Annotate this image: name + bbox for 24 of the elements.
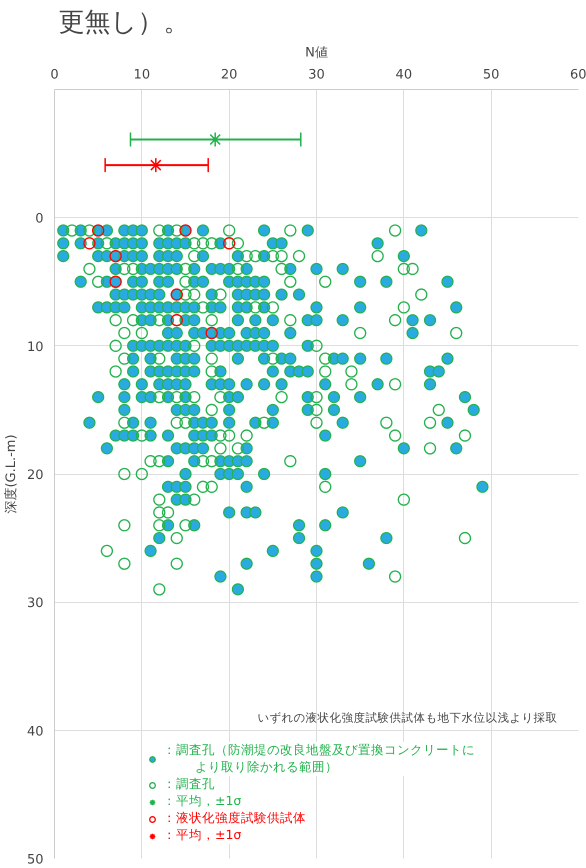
legend-label: ：平均，±1σ xyxy=(163,827,242,844)
x-tick-label: 60 xyxy=(570,68,586,82)
y-tick-label: 30 xyxy=(26,596,44,612)
x-tick-label: 10 xyxy=(134,68,150,82)
legend-label: ：平均，±1σ xyxy=(163,793,242,810)
legend-label: ：調査孔（防潮堤の改良地盤及び置換コンクリートにより取り除かれる範囲） xyxy=(163,742,475,776)
x-tick-label: 50 xyxy=(482,68,500,82)
x-tick-label: 30 xyxy=(308,68,325,82)
legend-label: ：液状化強度試験供試体 xyxy=(163,810,306,827)
y-tick-label: 50 xyxy=(26,852,44,868)
annotation: いずれの液状化強度試験供試体も地下水位以浅より採取 xyxy=(258,710,558,724)
x-tick-label: 40 xyxy=(396,68,412,82)
y-tick-label: 10 xyxy=(26,340,44,355)
point xyxy=(148,157,164,173)
legend-label: ：調査孔 xyxy=(163,776,215,793)
text: 更無し）。 xyxy=(58,8,190,38)
y-tick-label: 0 xyxy=(35,212,44,227)
x-tick-label: 20 xyxy=(220,68,238,82)
y-axis-title: 深度(G.L.-m) xyxy=(2,434,19,514)
point xyxy=(83,237,96,250)
y-tick-label: 20 xyxy=(26,468,44,483)
x-tick-label: 0 xyxy=(50,68,59,82)
x-axis-title: N値 xyxy=(305,46,328,60)
y-tick-label: 40 xyxy=(26,724,44,740)
